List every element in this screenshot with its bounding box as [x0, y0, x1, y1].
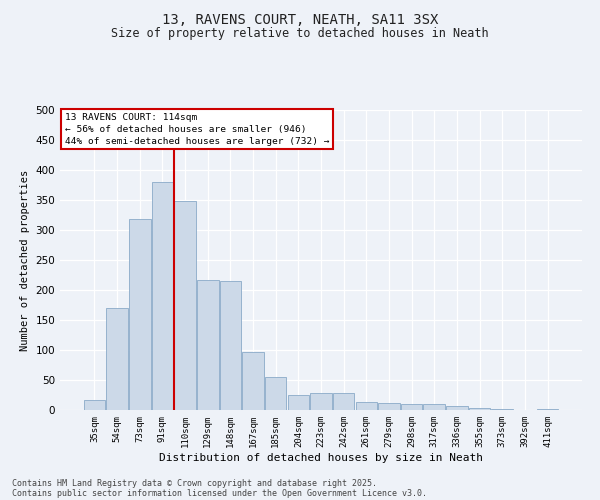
Bar	[106, 308, 128, 410]
Bar	[84, 400, 105, 410]
Bar	[265, 377, 286, 410]
Bar	[152, 182, 173, 410]
Bar	[220, 281, 241, 410]
Bar	[356, 402, 377, 410]
Bar	[469, 408, 490, 410]
Text: 13 RAVENS COURT: 114sqm
← 56% of detached houses are smaller (946)
44% of semi-d: 13 RAVENS COURT: 114sqm ← 56% of detache…	[65, 113, 330, 146]
Bar	[401, 404, 422, 410]
Bar	[129, 219, 151, 410]
Y-axis label: Number of detached properties: Number of detached properties	[20, 170, 30, 350]
Bar	[242, 352, 264, 410]
X-axis label: Distribution of detached houses by size in Neath: Distribution of detached houses by size …	[159, 452, 483, 462]
Bar	[175, 201, 196, 410]
Bar	[287, 395, 309, 410]
Text: Size of property relative to detached houses in Neath: Size of property relative to detached ho…	[111, 28, 489, 40]
Text: 13, RAVENS COURT, NEATH, SA11 3SX: 13, RAVENS COURT, NEATH, SA11 3SX	[162, 12, 438, 26]
Text: Contains public sector information licensed under the Open Government Licence v3: Contains public sector information licen…	[12, 488, 427, 498]
Bar	[333, 392, 355, 410]
Bar	[310, 392, 332, 410]
Bar	[378, 403, 400, 410]
Bar	[197, 280, 218, 410]
Bar	[446, 406, 467, 410]
Bar	[424, 404, 445, 410]
Text: Contains HM Land Registry data © Crown copyright and database right 2025.: Contains HM Land Registry data © Crown c…	[12, 478, 377, 488]
